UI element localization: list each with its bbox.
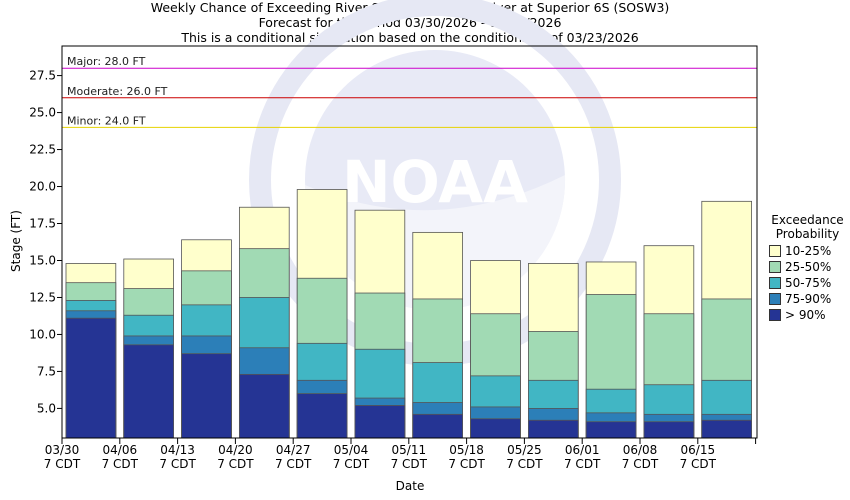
bars-layer <box>65 189 752 439</box>
x-tick-label-time: 7 CDT <box>448 457 485 471</box>
bar-06-15-1 <box>701 419 752 439</box>
x-tick-label-time: 7 CDT <box>102 457 139 471</box>
legend-title-line1: Exceedance <box>771 213 844 227</box>
x-tick-label-date: 04/13 <box>160 443 195 457</box>
x-tick-label-time: 7 CDT <box>217 457 254 471</box>
y-tick-label: 15.0 <box>29 253 56 267</box>
x-tick-label-date: 05/11 <box>392 443 427 457</box>
bar-04-27-1 <box>296 393 348 439</box>
bar-04-13-1 <box>181 353 232 439</box>
y-tick-label: 25.0 <box>29 106 56 120</box>
x-tick-label-date: 06/08 <box>623 443 658 457</box>
axes: 5.0 7.5 10.0 12.5 15.0 17.5 20.0 22.5 25.0 27.5 03… <box>29 45 758 471</box>
x-tick-label-date: 04/20 <box>218 443 253 457</box>
legend-swatch <box>769 309 781 321</box>
noaa-watermark: NOAA <box>249 0 621 366</box>
legend-swatch <box>769 277 781 289</box>
y-tick-label: 27.5 <box>29 69 56 83</box>
x-tick-label-date: 03/30 <box>45 443 80 457</box>
legend-title-line2: Probability <box>775 227 840 241</box>
bar-04-20-1 <box>238 373 290 439</box>
bar-04-06-1 <box>123 344 175 439</box>
bar-05-11-1 <box>412 413 463 439</box>
legend-label: 10-25% <box>785 244 832 258</box>
x-tick-label-date: 06/01 <box>565 443 600 457</box>
bar-03-30-1 <box>65 317 117 439</box>
y-tick-label: 10.0 <box>29 327 56 341</box>
x-tick-label-date: 04/06 <box>103 443 138 457</box>
bar-05-25-1 <box>528 419 579 439</box>
legend-label: > 90% <box>785 308 826 322</box>
x-tick-label-time: 7 CDT <box>391 457 428 471</box>
x-tick-label-time: 7 CDT <box>275 457 312 471</box>
bar-05-04-1 <box>354 405 406 439</box>
threshold-label-0: Major: 28.0 FT <box>67 55 146 68</box>
x-tick-label-date: 05/25 <box>507 443 542 457</box>
legend-swatch <box>769 293 781 305</box>
y-tick-label: 12.5 <box>29 290 56 304</box>
legend-swatch <box>769 245 781 257</box>
plot-frame <box>61 45 758 439</box>
flood-thresholds: Major: 28.0 FT Moderate: 26.0 FT Minor: 24… <box>62 55 757 128</box>
legend-label: 75-90% <box>785 292 832 306</box>
x-tick-label-time: 7 CDT <box>44 457 81 471</box>
x-tick-label-date: 05/18 <box>449 443 484 457</box>
y-tick-label: 5.0 <box>37 401 56 415</box>
y-axis-label: Stage (FT) <box>9 210 23 272</box>
x-tick-label-time: 7 CDT <box>622 457 659 471</box>
x-tick-label-date: 05/04 <box>334 443 369 457</box>
threshold-label-1: Moderate: 26.0 FT <box>67 85 168 98</box>
legend-label: 25-50% <box>785 260 832 274</box>
y-tick-label: 20.0 <box>29 180 56 194</box>
y-tick-label: 17.5 <box>29 217 56 231</box>
x-tick-label-time: 7 CDT <box>333 457 370 471</box>
x-axis-label: Date <box>396 479 425 493</box>
legend-swatch <box>769 261 781 273</box>
watermark-noaa-text: NOAA <box>342 148 528 216</box>
bar-06-01-1 <box>585 421 637 439</box>
x-tick-label-time: 7 CDT <box>680 457 717 471</box>
y-tick-label: 7.5 <box>37 364 56 378</box>
x-tick-label-date: 04/27 <box>276 443 311 457</box>
threshold-label-2: Minor: 24.0 FT <box>67 114 146 127</box>
legend-label: 50-75% <box>785 276 832 290</box>
bar-06-08-1 <box>643 421 695 439</box>
x-tick-label-time: 7 CDT <box>159 457 196 471</box>
bar-05-18-1 <box>470 418 521 439</box>
x-tick-label-time: 7 CDT <box>506 457 543 471</box>
x-tick-label-time: 7 CDT <box>564 457 601 471</box>
y-tick-label: 22.5 <box>29 143 56 157</box>
x-tick-label-date: 06/15 <box>681 443 716 457</box>
